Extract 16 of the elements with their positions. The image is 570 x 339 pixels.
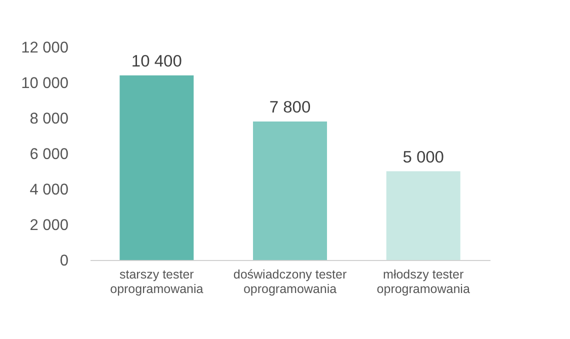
y-tick-label: 8 000 xyxy=(30,110,69,128)
bar xyxy=(386,171,460,260)
y-tick-label: 12 000 xyxy=(21,40,69,56)
y-tick-label: 6 000 xyxy=(30,146,69,163)
data-label: 5 000 xyxy=(402,148,444,166)
y-tick-label: 10 000 xyxy=(21,75,69,92)
x-tick-label: młodszy tester oprogramowania xyxy=(376,268,470,296)
x-tick-label: doświadczony tester oprogramowania xyxy=(233,268,347,296)
bar xyxy=(253,122,327,260)
y-tick-label: 0 xyxy=(60,252,69,270)
data-label: 7 800 xyxy=(269,98,311,117)
x-tick-label: starszy tester oprogramowania xyxy=(110,268,204,296)
data-label: 10 400 xyxy=(131,52,182,70)
y-tick-label: 2 000 xyxy=(30,217,69,234)
bar xyxy=(120,75,194,260)
y-tick-label: 4 000 xyxy=(30,182,69,198)
